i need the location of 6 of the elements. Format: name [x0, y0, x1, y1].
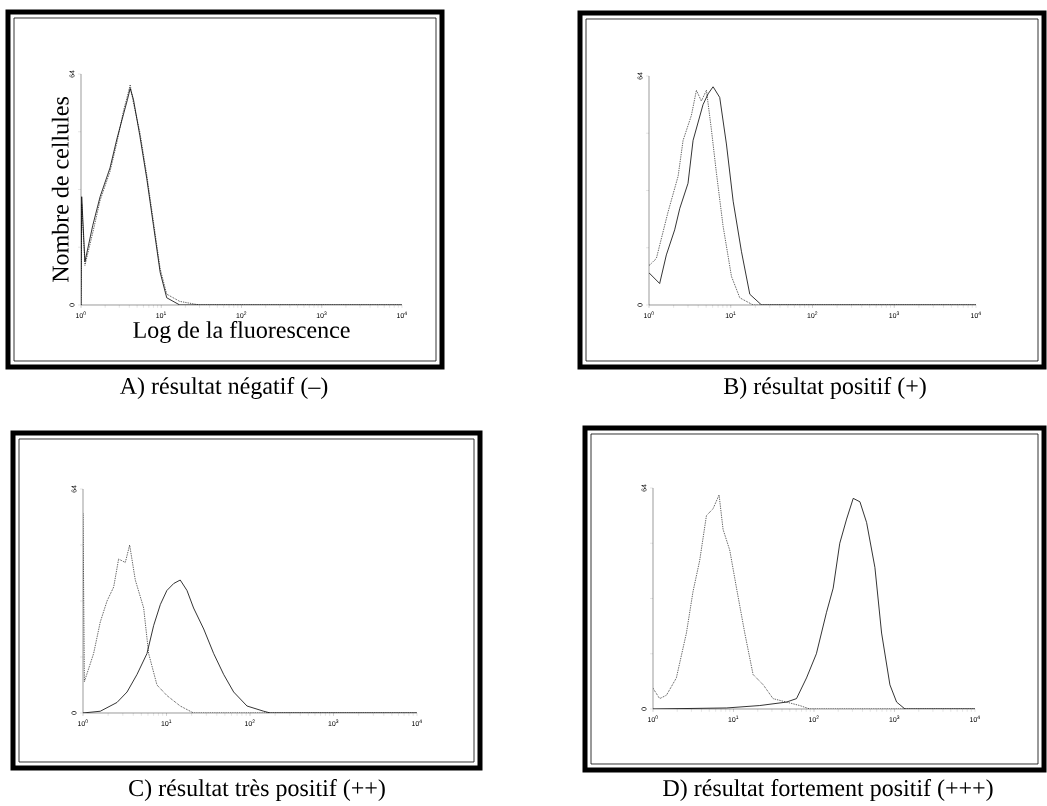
x-axis-title: Log de la fluorescence: [133, 320, 350, 344]
text: C) résultat très positif (++): [129, 779, 385, 802]
text: A) résultat négatif (–): [119, 376, 328, 400]
text: D) résultat fortement positif (+++): [663, 779, 993, 802]
text: B) résultat positif (+): [723, 377, 926, 399]
y-axis-title: Nombre de cellules: [51, 97, 69, 283]
